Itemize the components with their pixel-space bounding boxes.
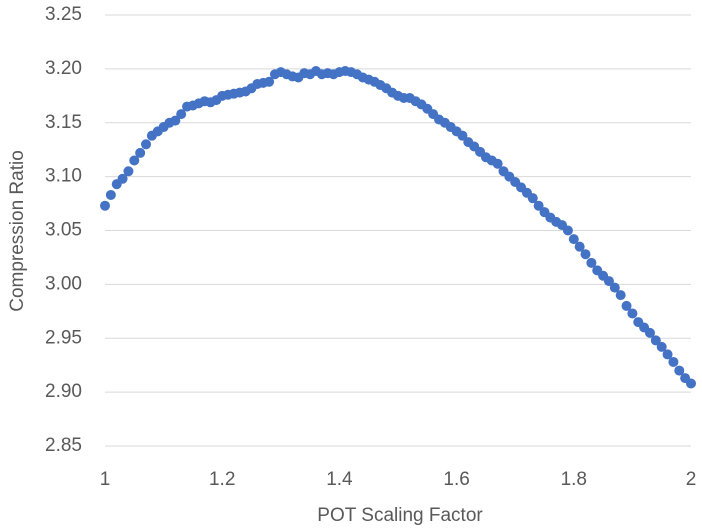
point bbox=[580, 249, 591, 260]
point bbox=[621, 300, 632, 311]
point bbox=[105, 189, 116, 200]
point bbox=[492, 158, 503, 169]
point bbox=[457, 130, 468, 141]
y-tick-label: 3.15 bbox=[45, 112, 82, 133]
point bbox=[662, 349, 673, 360]
point bbox=[574, 241, 585, 252]
point bbox=[674, 365, 685, 376]
point bbox=[117, 173, 128, 184]
point bbox=[650, 335, 661, 346]
point bbox=[627, 308, 638, 319]
y-tick-label: 3.05 bbox=[45, 220, 82, 241]
point bbox=[527, 193, 538, 204]
grid-layer bbox=[105, 14, 691, 447]
y-tick-label: 3.20 bbox=[45, 58, 82, 79]
point bbox=[586, 257, 597, 268]
point bbox=[170, 115, 181, 126]
point bbox=[176, 109, 187, 120]
point bbox=[644, 327, 655, 338]
point bbox=[562, 225, 573, 236]
point bbox=[615, 290, 626, 301]
y-tick-label: 3.25 bbox=[45, 4, 82, 25]
point-layer bbox=[100, 66, 696, 389]
y-tick-label: 2.90 bbox=[45, 381, 82, 402]
y-tick-label: 3.10 bbox=[45, 166, 82, 187]
point bbox=[123, 166, 134, 177]
x-tick-label: 1.6 bbox=[443, 469, 469, 490]
x-tick-label: 1 bbox=[100, 469, 111, 490]
point bbox=[686, 378, 696, 389]
x-tick-label: 1.4 bbox=[326, 469, 353, 490]
point bbox=[668, 356, 679, 367]
x-tick-label: 2 bbox=[686, 469, 697, 490]
point bbox=[264, 76, 275, 87]
y-tick-label: 2.95 bbox=[45, 327, 82, 348]
point bbox=[533, 200, 544, 211]
point bbox=[568, 234, 579, 245]
y-tick-label: 3.00 bbox=[45, 273, 82, 294]
x-tick-label: 1.8 bbox=[561, 469, 587, 490]
x-axis-title: POT Scaling Factor bbox=[317, 505, 483, 526]
point bbox=[609, 282, 620, 293]
x-tick-label: 1.2 bbox=[209, 469, 235, 490]
point bbox=[603, 276, 614, 287]
point bbox=[141, 139, 152, 150]
point bbox=[100, 200, 110, 211]
point bbox=[135, 147, 146, 158]
y-axis-title: Compression Ratio bbox=[7, 150, 28, 312]
point bbox=[656, 341, 667, 352]
y-tick-label: 2.85 bbox=[45, 435, 82, 456]
point bbox=[129, 155, 140, 166]
